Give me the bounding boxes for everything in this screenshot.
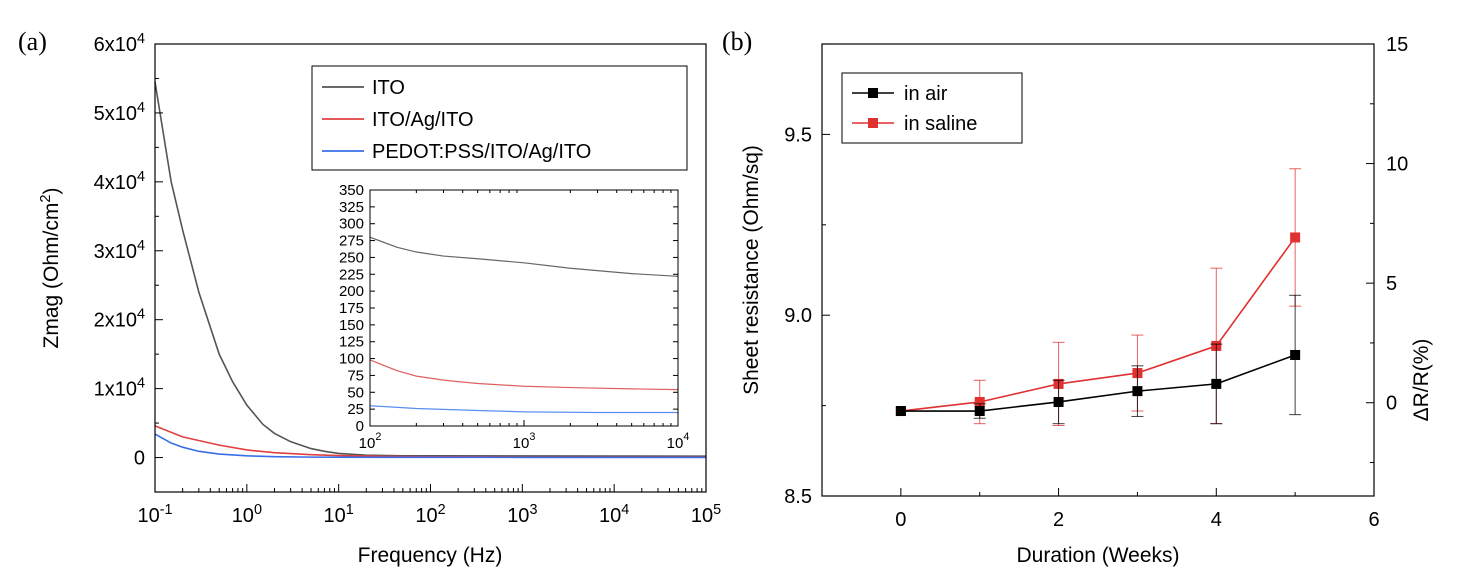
panel-b-plot-frame: [821, 43, 1375, 497]
panel-b-legend: in air in saline: [841, 72, 1023, 144]
panel-a-legend: ITO ITO/Ag/ITO PEDOT:PSS/ITO/Ag/ITO: [311, 65, 688, 171]
data-point: [1290, 349, 1301, 360]
y-tick-label: 2x104: [94, 307, 145, 332]
data-point: [1132, 386, 1143, 397]
y-tick-label: 6x104: [94, 31, 145, 56]
y2-tick-label: 0: [1386, 393, 1397, 415]
y2-tick-label: 5: [1386, 273, 1397, 295]
inset-y-tick-label: 150: [339, 317, 364, 334]
panel-a-legend-box: [311, 65, 688, 171]
x-tick-label: 103: [507, 502, 537, 527]
y2-tick-label: 15: [1386, 34, 1408, 56]
legend-marker-0: [868, 88, 878, 98]
data-point: [974, 396, 985, 407]
inset-series-line-0: [369, 236, 679, 277]
inset-y-tick-label: 50: [347, 384, 364, 401]
legend-label-0: ITO: [372, 77, 405, 99]
panel-b-y2-label: ΔR/R(%): [1410, 339, 1433, 422]
inset-series-line-1: [369, 359, 679, 391]
panel-a-chart: (a) 10-1 100 101 102 103 104 105 0 1x104 2x104 3x…: [18, 27, 721, 567]
y-tick-label: 8.5: [784, 486, 812, 508]
panel-b-label: (b): [722, 27, 752, 56]
series-line: [900, 236, 1296, 412]
x-tick-label: 104: [599, 502, 629, 527]
y-tick-label: 0: [134, 448, 145, 470]
legend-label-1: ITO/Ag/ITO: [372, 109, 474, 131]
x-tick-label: 6: [1368, 509, 1379, 531]
inset-y-tick-label: 350: [339, 182, 364, 199]
y-tick-label: 9.5: [784, 124, 812, 146]
x-tick-label: 10-1: [137, 502, 172, 527]
panel-b-x-ticks: 0 2 4 6: [821, 488, 1380, 531]
inset-y-tick-label: 100: [339, 351, 364, 368]
series-line: [900, 354, 1296, 412]
inset-y-tick-label: 75: [347, 367, 364, 384]
panel-a-y-ticks: 0 1x104 2x104 3x104 4x104 5x104 6x104: [94, 31, 163, 470]
panel-a-label: (a): [18, 27, 47, 56]
panel-b-y-label: Sheet resistance (Ohm/sq): [740, 145, 763, 395]
x-tick-label: 2: [1053, 509, 1064, 531]
legend-label-0: in air: [904, 83, 948, 105]
x-tick-label: 105: [691, 502, 721, 527]
panel-b-y-ticks: 8.5 9.0 9.5: [784, 43, 830, 508]
y-tick-label: 3x104: [94, 238, 145, 263]
y-tick-label: 4x104: [94, 169, 145, 194]
panel-a-x-ticks: 10-1 100 101 102 103 104 105: [137, 484, 721, 527]
inset-x-tick-label: 102: [359, 431, 382, 452]
panel-b-series: [895, 168, 1302, 426]
inset-y-tick-label: 200: [339, 283, 364, 300]
inset-y-tick-label: 25: [347, 401, 364, 418]
data-point: [1053, 396, 1064, 407]
panel-a-inset-chart: 102 103 104 025507510012515017520022525027…: [339, 182, 689, 452]
inset-y-tick-label: 225: [339, 266, 364, 283]
series-0: [895, 294, 1302, 425]
panel-a-x-label: Frequency (Hz): [358, 544, 503, 567]
series-line-0: [154, 81, 707, 457]
data-point: [1211, 378, 1222, 389]
data-point: [895, 406, 906, 417]
x-tick-label: 0: [895, 509, 906, 531]
series-line-2: [154, 433, 707, 459]
panel-a-y-label: Zmag (Ohm/cm2): [38, 187, 63, 348]
inset-x-ticks: 102 103 104: [359, 190, 690, 452]
inset-y-tick-label: 125: [339, 334, 364, 351]
inset-x-tick-label: 103: [513, 431, 536, 452]
panel-a-series: [154, 81, 707, 459]
legend-label-1: in saline: [904, 113, 977, 135]
inset-series-line-2: [369, 405, 678, 414]
panel-b-x-label: Duration (Weeks): [1017, 544, 1180, 567]
x-tick-label: 100: [232, 502, 262, 527]
series-1: [895, 168, 1302, 426]
x-tick-label: 101: [324, 502, 354, 527]
panel-b-chart: (b) 0 2 4 6 8.5 9.0 9.5 0 5 10 15 Duration (Week…: [722, 27, 1433, 567]
legend-label-2: PEDOT:PSS/ITO/Ag/ITO: [372, 141, 591, 163]
inset-y-tick-label: 175: [339, 300, 364, 317]
data-point: [1290, 232, 1301, 243]
y-tick-label: 9.0: [784, 305, 812, 327]
y-tick-label: 5x104: [94, 100, 145, 125]
series-line-1: [154, 425, 707, 458]
inset-y-tick-label: 0: [356, 418, 364, 435]
inset-y-tick-label: 275: [339, 233, 364, 250]
inset-y-tick-label: 300: [339, 216, 364, 233]
x-tick-label: 4: [1211, 509, 1222, 531]
y-tick-label: 1x104: [94, 376, 145, 401]
legend-marker-1: [868, 118, 878, 128]
inset-y-tick-label: 325: [339, 199, 364, 216]
inset-x-tick-label: 104: [667, 431, 690, 452]
y2-tick-label: 10: [1386, 154, 1408, 176]
inset-y-tick-label: 250: [339, 249, 364, 266]
panel-b-y2-ticks: 0 5 10 15: [1366, 34, 1408, 464]
x-tick-label: 102: [415, 502, 445, 527]
data-point: [974, 406, 985, 417]
panel-b-legend-box: [841, 72, 1023, 144]
